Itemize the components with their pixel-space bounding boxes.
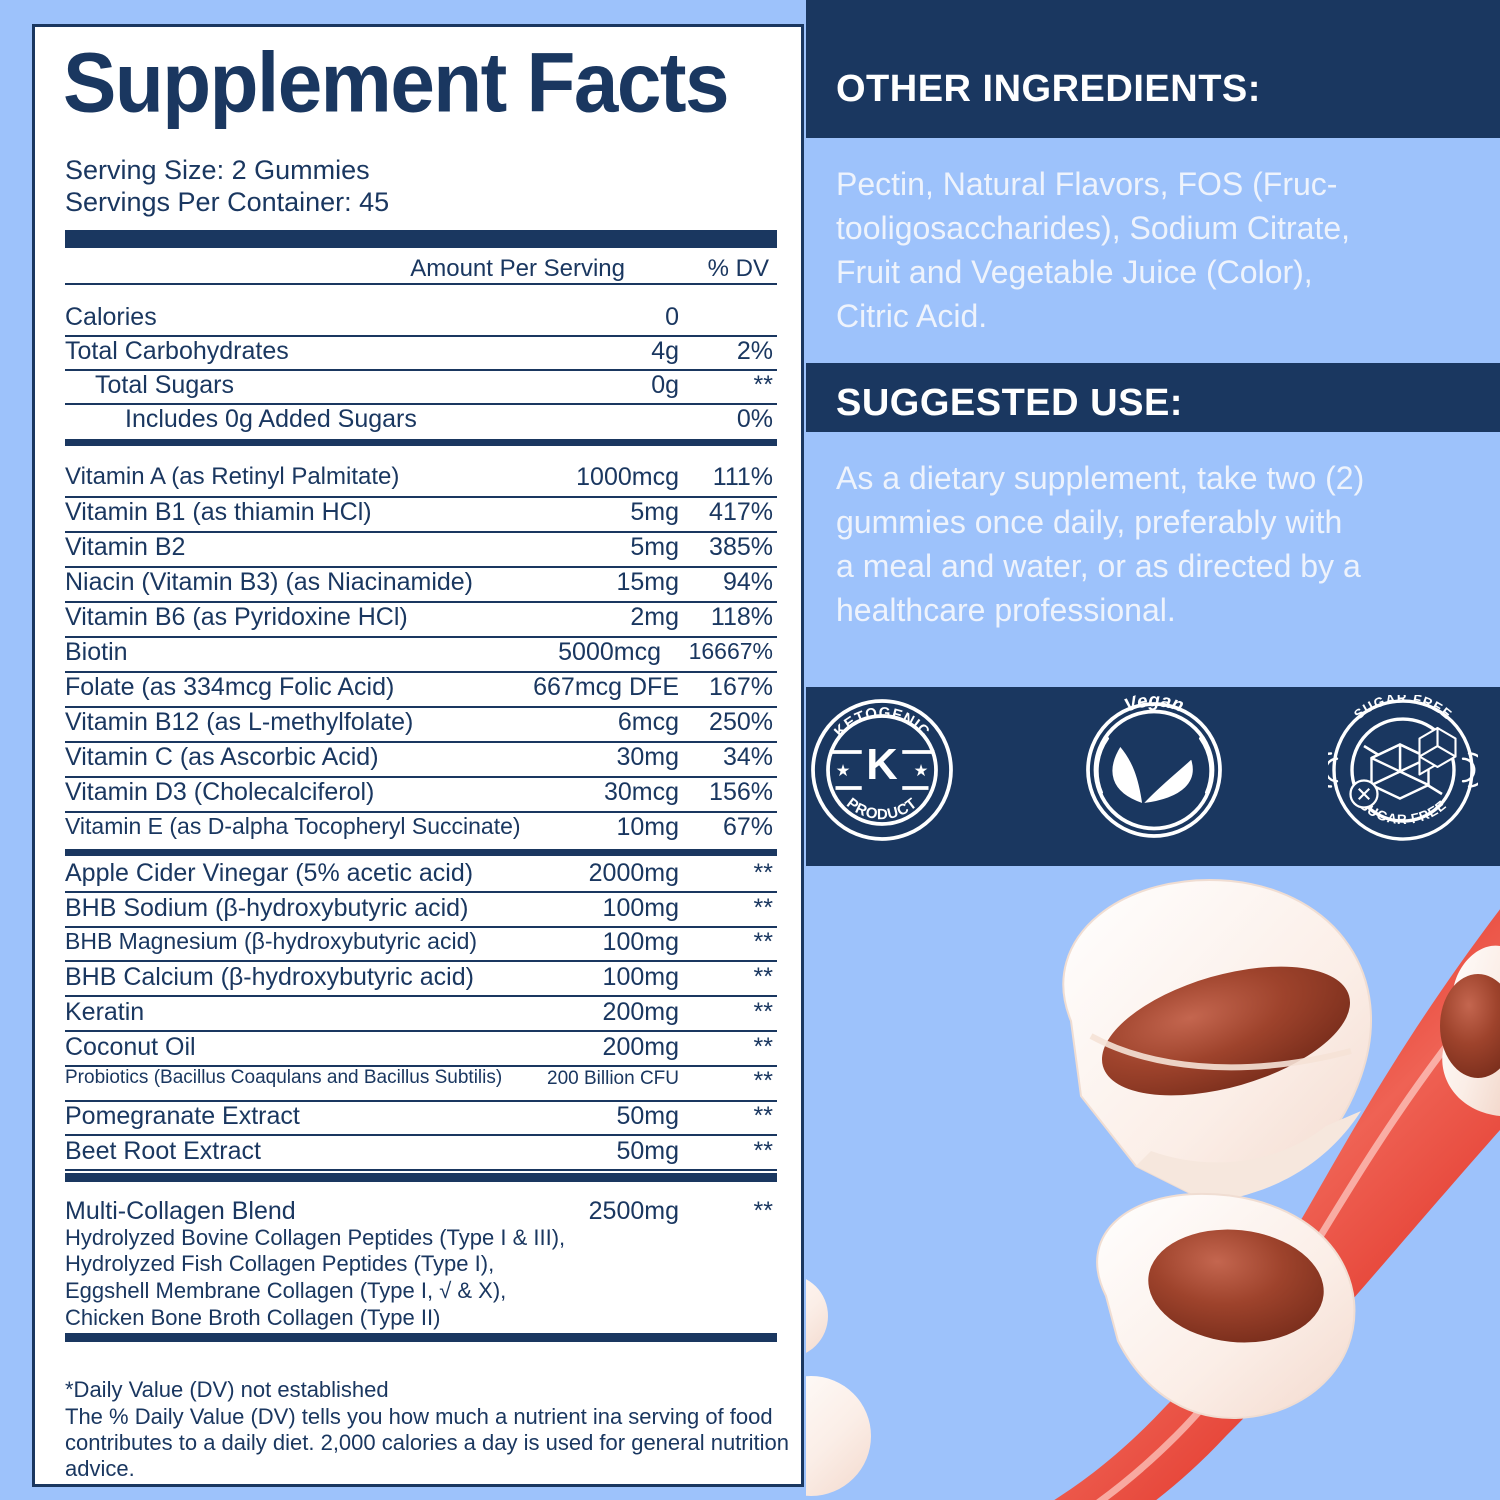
- svg-text:PRODUCT: PRODUCT: [843, 795, 920, 824]
- svg-text:★: ★: [836, 762, 851, 780]
- svg-text:K: K: [866, 741, 898, 789]
- svg-text:★: ★: [914, 762, 929, 780]
